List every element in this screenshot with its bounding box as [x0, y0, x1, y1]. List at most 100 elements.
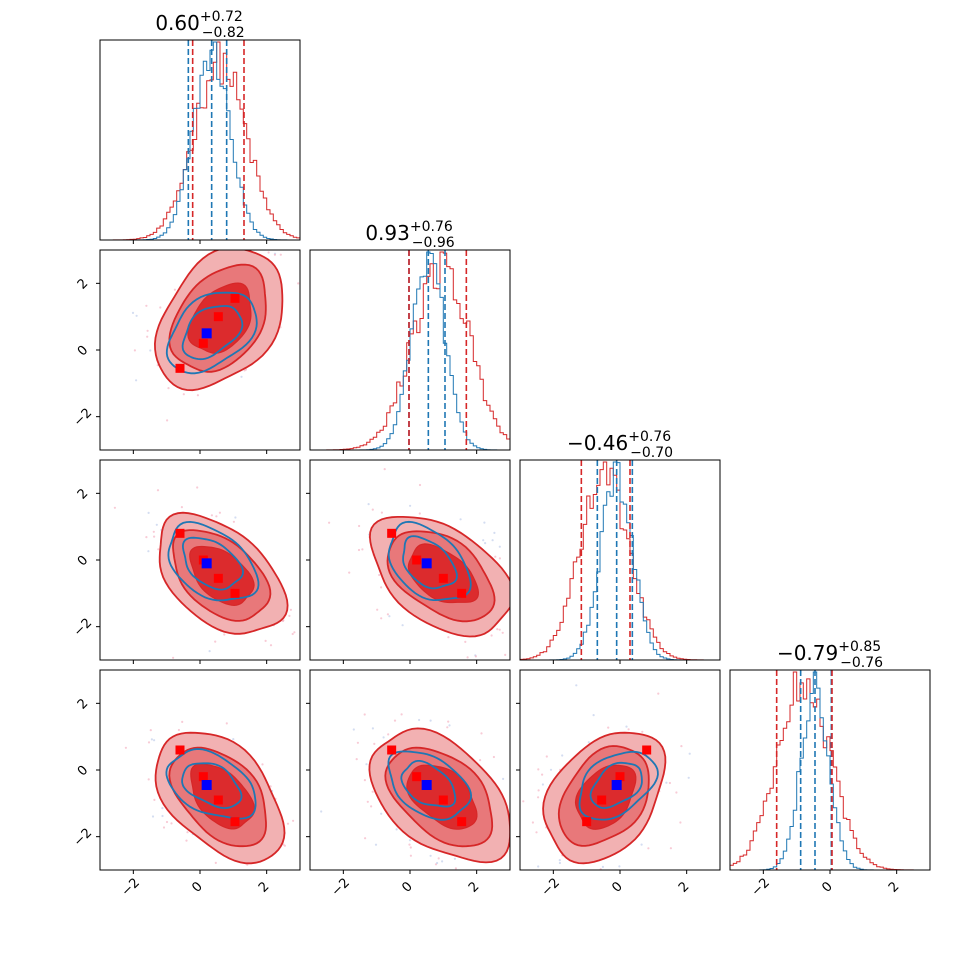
- sample-point: [289, 608, 292, 611]
- sample-point: [380, 812, 383, 815]
- sample-point: [218, 511, 221, 514]
- sample-point: [549, 768, 553, 771]
- sample-point: [490, 634, 493, 637]
- sample-point: [492, 755, 495, 759]
- sample-marker: [457, 588, 467, 598]
- truth-marker: [201, 780, 212, 790]
- sample-point: [363, 713, 366, 716]
- sample-point: [374, 843, 378, 846]
- x-tick-label: 0: [189, 879, 205, 895]
- sample-point: [498, 545, 501, 548]
- blue-histogram: [730, 671, 930, 870]
- sample-point: [265, 219, 267, 221]
- sample-point: [447, 720, 450, 723]
- sample-point: [357, 548, 361, 552]
- sample-point: [145, 536, 148, 539]
- sample-point: [665, 781, 668, 784]
- sample-point: [371, 508, 374, 511]
- sample-point: [525, 651, 527, 653]
- sample-point: [124, 746, 127, 749]
- sample-point: [545, 755, 548, 758]
- sample-point: [366, 800, 369, 803]
- sample-point: [627, 728, 630, 731]
- sample-point: [541, 773, 544, 776]
- sample-point: [494, 555, 497, 558]
- sample-point: [618, 865, 621, 868]
- sample-point: [147, 550, 150, 553]
- sample-point: [312, 613, 314, 615]
- sample-point: [147, 778, 150, 781]
- sample-point: [240, 229, 242, 231]
- panel-content: [310, 250, 510, 450]
- sample-point: [386, 613, 389, 616]
- sample-marker: [230, 588, 240, 598]
- sample-point: [364, 837, 367, 840]
- panel-content: [124, 720, 326, 866]
- title-lower: −0.82: [202, 25, 245, 41]
- sample-point: [147, 511, 150, 514]
- sample-point: [172, 656, 175, 659]
- x-tick-label: 2: [676, 879, 692, 895]
- sample-point: [513, 800, 515, 802]
- sample-marker: [198, 338, 208, 348]
- red-histogram: [730, 671, 930, 870]
- blue-contour-inner: [400, 760, 457, 808]
- sample-point: [147, 741, 151, 744]
- sample-point: [380, 511, 383, 514]
- sample-point: [459, 518, 462, 521]
- title-upper: +0.76: [628, 429, 671, 445]
- sample-point: [293, 631, 296, 634]
- sample-point: [367, 503, 370, 506]
- sample-point: [453, 857, 456, 860]
- sample-point: [186, 831, 189, 834]
- sample-point: [448, 724, 451, 727]
- panel-title: 0.60+0.72 −0.82: [155, 9, 244, 41]
- sample-point: [281, 619, 284, 623]
- sample-point: [149, 729, 152, 732]
- sample-point: [465, 877, 467, 879]
- sample-point: [537, 789, 540, 792]
- sample-point: [170, 822, 173, 825]
- sample-marker: [438, 795, 448, 805]
- sample-point: [324, 800, 326, 802]
- y-tick-label: 2: [75, 696, 91, 712]
- panel-0-0: 0.60+0.72 −0.82: [99, 9, 301, 244]
- panel-title: 0.93+0.76 −0.96: [365, 219, 454, 251]
- sample-point: [501, 631, 504, 634]
- sample-point: [361, 548, 364, 551]
- sample-point: [680, 745, 683, 748]
- truth-marker: [611, 780, 622, 790]
- sample-point: [167, 485, 169, 487]
- sample-point: [429, 854, 432, 857]
- sample-point: [133, 349, 136, 352]
- blue-contour-inner: [181, 305, 244, 361]
- sample-point: [380, 586, 383, 589]
- sample-point: [447, 636, 450, 639]
- sample-point: [196, 394, 199, 397]
- sample-point: [173, 288, 176, 291]
- panel-2-2: −0.46+0.76 −0.70: [519, 429, 721, 664]
- sample-point: [502, 777, 505, 781]
- sample-point: [286, 822, 290, 825]
- sample-point: [418, 483, 422, 487]
- sample-marker: [582, 817, 592, 827]
- sample-point: [515, 632, 517, 634]
- sample-point: [512, 784, 514, 786]
- sample-point: [267, 251, 270, 254]
- sample-point: [479, 759, 482, 762]
- sample-point: [159, 306, 162, 309]
- y-tick-label: 2: [75, 486, 91, 502]
- sample-point: [376, 608, 379, 611]
- sample-point: [152, 530, 155, 533]
- sample-point: [150, 738, 153, 741]
- sample-point: [223, 633, 226, 636]
- blue-contour-outer: [167, 520, 260, 602]
- sample-point: [513, 778, 515, 780]
- sample-point: [215, 515, 218, 518]
- sample-point: [464, 640, 467, 644]
- title-upper: +0.76: [410, 219, 453, 235]
- sample-point: [273, 253, 276, 256]
- sample-marker: [457, 817, 467, 827]
- sample-marker: [642, 745, 652, 755]
- sample-point: [491, 539, 494, 542]
